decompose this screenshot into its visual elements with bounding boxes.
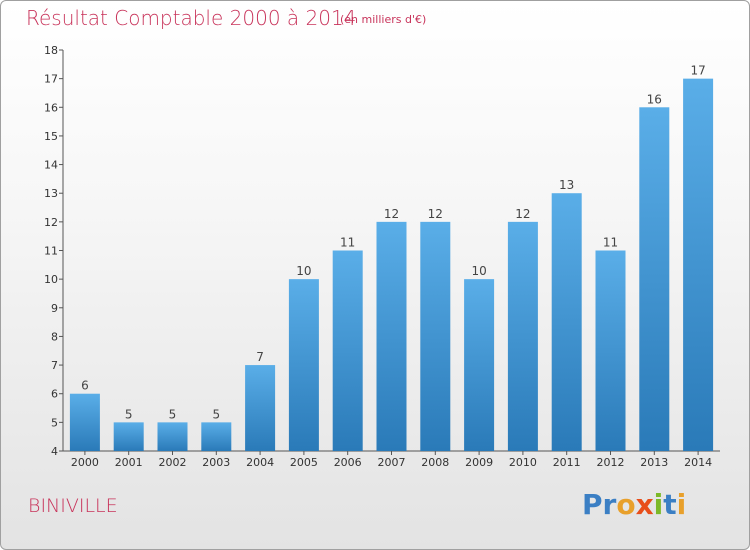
x-tick-labels: 2000 2001 2002 2003 2004 2005 2006 2007 2008 2009…	[71, 456, 712, 469]
bar-2012	[595, 250, 626, 451]
logo-letter: t	[663, 488, 677, 521]
value-label: 13	[559, 178, 574, 192]
x-tick-label: 2005	[290, 456, 318, 469]
x-tick-label: 2014	[684, 456, 712, 469]
logo-letter: x	[635, 488, 654, 521]
y-tick-label: 14	[44, 159, 58, 172]
x-tick-label: 2009	[465, 456, 493, 469]
x-tick-label: 2007	[378, 456, 406, 469]
value-label: 12	[384, 207, 399, 221]
value-label: 11	[603, 236, 618, 250]
value-label: 5	[212, 407, 220, 421]
y-tick-label: 12	[44, 216, 58, 229]
bar-2013	[639, 107, 670, 452]
bar-2007	[376, 221, 407, 451]
y-tick-label: 4	[51, 445, 58, 458]
logo-letter: i	[676, 488, 687, 521]
bar-2000	[69, 393, 100, 451]
bar-2002	[157, 422, 188, 451]
bar-2014	[683, 78, 714, 452]
bar-2006	[332, 250, 363, 451]
bars	[69, 78, 714, 452]
x-tick-label: 2003	[202, 456, 230, 469]
x-tick-label: 2002	[159, 456, 187, 469]
value-label: 10	[296, 264, 311, 278]
y-tick-label: 11	[44, 245, 58, 258]
value-label: 5	[125, 407, 133, 421]
logo-letter: r	[602, 488, 617, 521]
logo-letter: i	[653, 488, 664, 521]
chart-title: Résultat Comptable 2000 à 2014	[26, 6, 357, 30]
y-tick-labels: 4 5 6 7 8 9 10 11 12 13 14 15 16 17 18	[44, 44, 58, 458]
y-tick-label: 5	[51, 416, 58, 429]
chart-unit: (en milliers d'€)	[340, 13, 427, 26]
y-tick-label: 15	[44, 130, 58, 143]
y-tick-label: 6	[51, 388, 58, 401]
bar-2010	[507, 221, 538, 451]
bar-2005	[288, 279, 319, 451]
value-label: 7	[256, 350, 264, 364]
value-label: 6	[81, 379, 89, 393]
y-tick-label: 13	[44, 187, 58, 200]
value-label: 10	[471, 264, 486, 278]
bar-2003	[201, 422, 232, 451]
value-label: 16	[647, 92, 662, 106]
x-tick-label: 2004	[246, 456, 274, 469]
y-tick-label: 8	[51, 330, 58, 343]
x-tick-label: 2001	[115, 456, 143, 469]
x-tick-label: 2013	[640, 456, 668, 469]
x-tick-label: 2008	[421, 456, 449, 469]
x-tick-label: 2006	[334, 456, 362, 469]
bar-2008	[420, 221, 451, 451]
y-tick-label: 10	[44, 273, 58, 286]
bar-2004	[245, 365, 276, 451]
x-tick-label: 2000	[71, 456, 99, 469]
bar-2009	[464, 279, 495, 451]
logo-letter: o	[616, 488, 636, 521]
value-label: 12	[428, 207, 443, 221]
commune-name: BINIVILLE	[28, 495, 118, 517]
value-label: 17	[690, 64, 705, 78]
x-tick-label: 2011	[553, 456, 581, 469]
bar-2011	[551, 193, 582, 451]
y-tick-label: 16	[44, 101, 58, 114]
logo-letter: P	[582, 488, 603, 521]
y-tick-label: 17	[44, 73, 58, 86]
value-label: 5	[169, 407, 177, 421]
proxiti-logo: Proxiti	[582, 488, 686, 521]
y-tick-label: 7	[51, 359, 58, 372]
value-label: 12	[515, 207, 530, 221]
value-labels: 6 5 5 5 7 10 11 12 12 10 12 13 11 16 17	[81, 64, 706, 422]
bar-2001	[113, 422, 144, 451]
y-tick-label: 18	[44, 44, 58, 57]
x-tick-label: 2012	[597, 456, 625, 469]
y-tick-label: 9	[51, 302, 58, 315]
x-tick-label: 2010	[509, 456, 537, 469]
value-label: 11	[340, 236, 355, 250]
